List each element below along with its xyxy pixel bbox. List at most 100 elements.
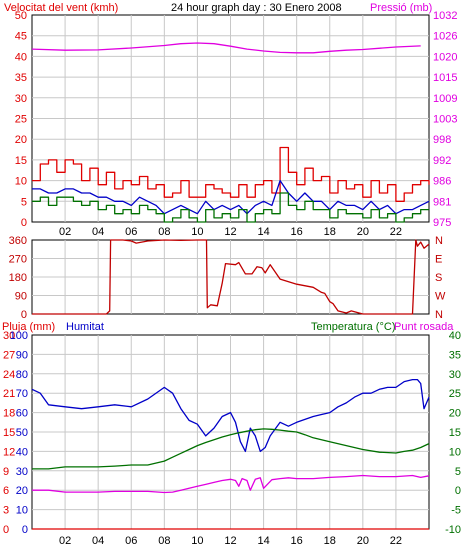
wind-tick-label: 45 [15,31,27,43]
temperature-tick-label: -5 [451,505,461,517]
hour-tick-label: 08 [158,535,170,547]
rain-tick-label: 27 [3,349,15,361]
hour-tick-label: 10 [191,535,203,547]
temperature-tick-label: -10 [445,524,461,536]
hour-tick-label: 04 [92,226,104,238]
wind-average-line [32,192,429,223]
wind-tick-label: 0 [21,217,27,229]
pressure-tick-label: 998 [433,134,451,146]
humidity-tick-label: 60 [16,408,28,420]
pressure-tick-label: 1026 [433,31,457,43]
chart-title: 24 hour graph day : 30 Enero 2008 [171,2,342,14]
temperature-tick-label: 25 [449,388,461,400]
hour-tick-label: 14 [257,226,269,238]
temperature-tick-label: 20 [449,408,461,420]
humidity-tick-label: 50 [16,427,28,439]
pressure-tick-label: 1003 [433,114,457,126]
humidity-tick-label: 40 [16,446,28,458]
hour-tick-label: 16 [291,535,303,547]
compass-tick-label: E [435,254,442,266]
axis-labels-layer: 0510152025303540455097598198699299810031… [3,10,461,547]
humidity-tick-label: 10 [16,505,28,517]
pressure-axis-title: Pressió (mb) [370,2,432,14]
direction-tick-label: 180 [9,272,27,284]
wind-tick-label: 20 [15,134,27,146]
hour-tick-label: 20 [357,226,369,238]
temperature-tick-label: 30 [449,369,461,381]
hour-tick-label: 04 [92,535,104,547]
compass-tick-label: N [435,309,443,321]
hour-tick-label: 12 [224,226,236,238]
compass-tick-label: S [435,272,442,284]
rain-tick-label: 15 [3,427,15,439]
hour-tick-label: 18 [324,226,336,238]
wind-tick-label: 10 [15,176,27,188]
temperature-tick-label: 15 [449,427,461,439]
rain-tick-label: 9 [3,466,9,478]
wind-direction-line [32,239,430,315]
wind-tick-label: 50 [15,10,27,22]
compass-tick-label: N [435,235,443,247]
rain-tick-label: 24 [3,369,15,381]
rain-axis-title: Pluja (mm) [2,321,55,333]
hour-tick-label: 20 [357,535,369,547]
humidity-tick-label: 20 [16,485,28,497]
hour-tick-label: 18 [324,535,336,547]
rain-tick-label: 18 [3,408,15,420]
direction-tick-label: 0 [21,309,27,321]
rain-tick-label: 0 [3,524,9,536]
hour-tick-label: 14 [257,535,269,547]
humidity-line [31,378,430,453]
hour-tick-label: 22 [390,226,402,238]
series-layer [31,42,430,530]
pressure-tick-label: 981 [433,196,451,208]
temperature-tick-label: 10 [449,446,461,458]
rain-tick-label: 12 [3,446,15,458]
pressure-tick-label: 1015 [433,72,457,84]
wind-axis-title: Velocitat del vent (kmh) [4,2,118,14]
hour-tick-label: 22 [390,535,402,547]
hour-tick-label: 12 [224,535,236,547]
dewpoint-axis-title: Punt rosada [394,321,454,333]
temperature-axis-title: Temperatura (°C) [311,321,395,333]
dewpoint-line [32,474,430,494]
pressure-tick-label: 986 [433,176,451,188]
humidity-tick-label: 30 [16,466,28,478]
temperature-tick-label: 35 [449,349,461,361]
pressure-tick-label: 1020 [433,51,457,63]
direction-tick-label: 90 [15,291,27,303]
wind-tick-label: 5 [21,196,27,208]
temperature-tick-label: 0 [455,485,461,497]
rain-tick-label: 30 [3,330,15,342]
temperature-tick-label: 40 [449,330,461,342]
direction-tick-label: 270 [9,254,27,266]
direction-tick-label: 360 [9,235,27,247]
humidity-tick-label: 70 [16,388,28,400]
hour-tick-label: 16 [291,226,303,238]
rain-tick-label: 6 [3,485,9,497]
wind-tick-label: 30 [15,93,27,105]
humidity-tick-label: 80 [16,369,28,381]
temperature-tick-label: 5 [455,466,461,478]
humidity-tick-label: 100 [10,330,28,342]
wind-tick-label: 40 [15,51,27,63]
wind-tick-label: 15 [15,155,27,167]
wind-speed-line [32,179,430,215]
wind-tick-label: 35 [15,72,27,84]
pressure-tick-label: 975 [433,217,451,229]
hour-tick-label: 10 [191,226,203,238]
hour-tick-label: 02 [59,535,71,547]
humidity-axis-title: Humitat [66,321,104,333]
compass-tick-label: W [435,291,446,303]
hour-tick-label: 08 [158,226,170,238]
hour-tick-label: 06 [125,226,137,238]
humidity-tick-label: 90 [16,349,28,361]
pressure-tick-label: 1032 [433,10,457,22]
rain-tick-label: 3 [3,505,9,517]
pressure-tick-label: 992 [433,155,451,167]
gust-line [32,146,430,202]
hour-tick-label: 02 [59,226,71,238]
pressure-tick-label: 1009 [433,93,457,105]
